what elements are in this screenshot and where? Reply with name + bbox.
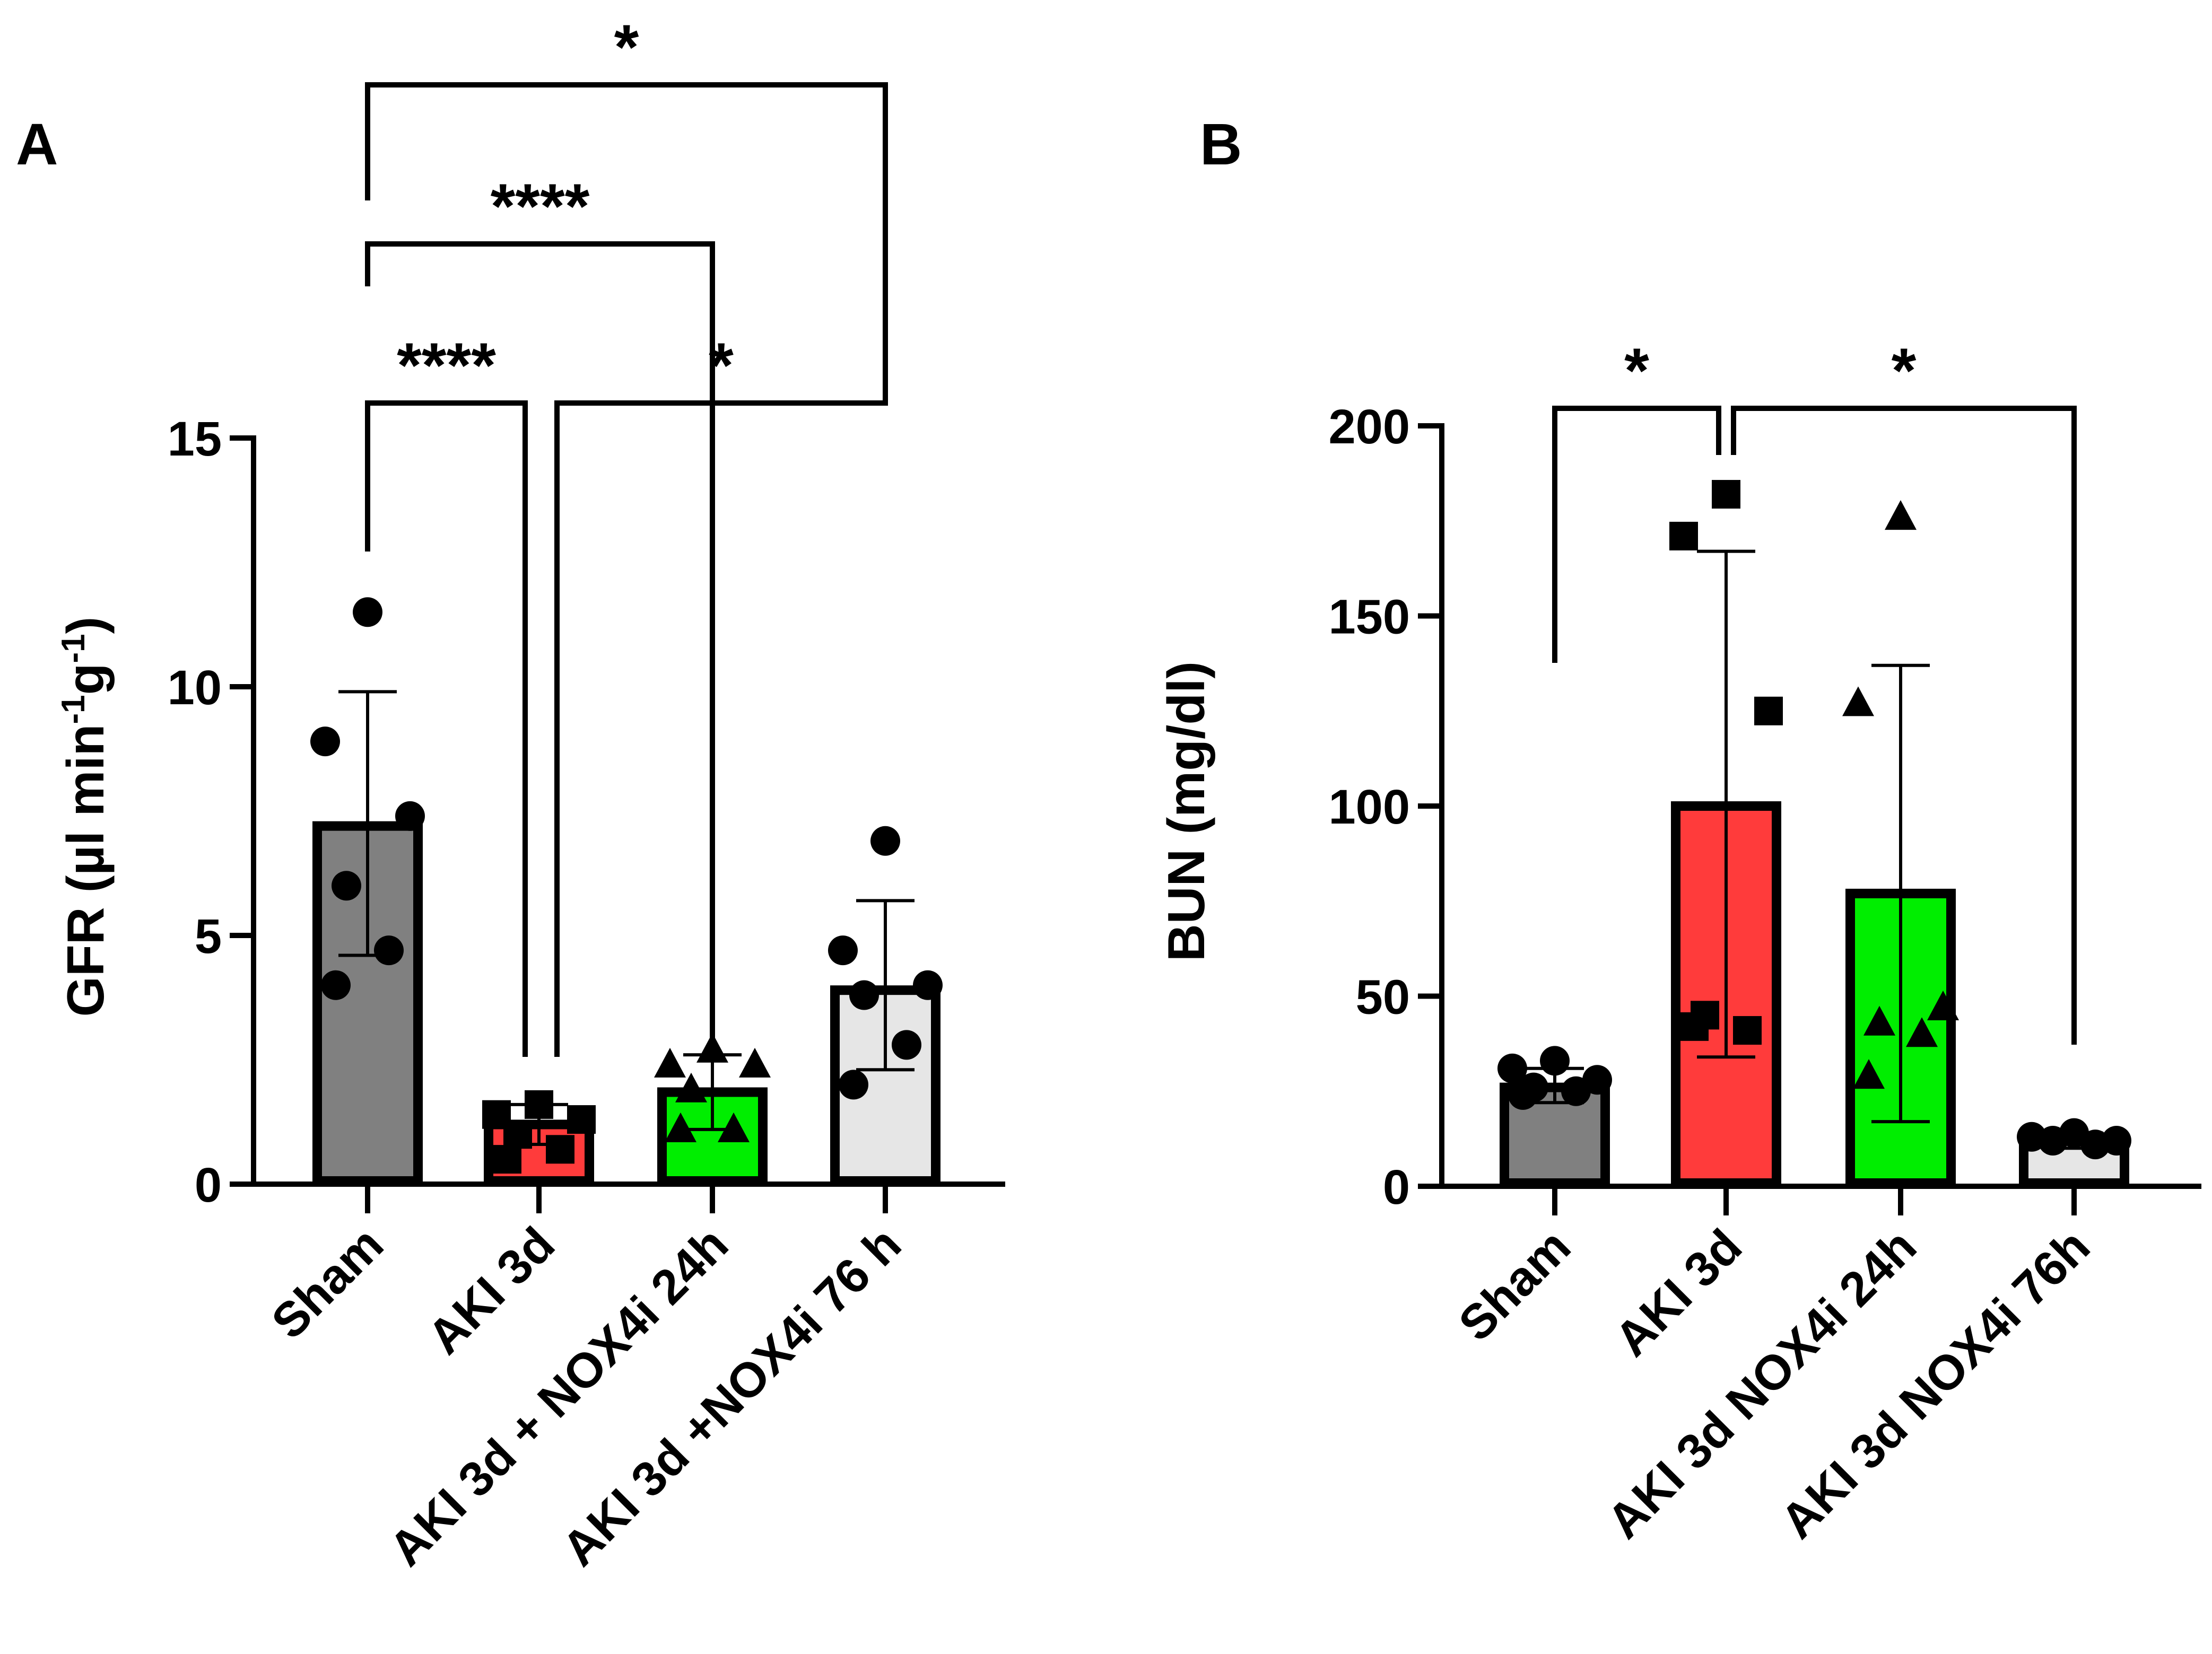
data-point-2-0 <box>696 1032 728 1063</box>
significance-label-1: **** <box>491 171 590 242</box>
data-point-0-1 <box>310 727 340 757</box>
data-point-1-3 <box>503 1120 532 1149</box>
significance-label-0: * <box>614 12 639 83</box>
data-point-2-2 <box>1927 991 1959 1021</box>
significance-bracket-0 <box>1552 406 1721 663</box>
data-point-1-4 <box>546 1135 574 1164</box>
data-point-3-4 <box>892 1030 921 1060</box>
data-point-0-0 <box>353 597 382 627</box>
y-tick-label-3: 150 <box>1329 590 1410 644</box>
data-point-0-3 <box>332 871 361 901</box>
data-point-2-4 <box>1906 1017 1938 1047</box>
data-point-1-1 <box>1669 521 1698 550</box>
data-point-2-2 <box>739 1047 771 1078</box>
data-point-1-0 <box>525 1090 553 1119</box>
y-tick-label-0: 0 <box>195 1158 222 1212</box>
y-axis-label-a: GFR (µl min-1g-1) <box>55 617 115 1017</box>
y-axis-label-b: BUN (mg/dl) <box>1157 661 1215 961</box>
data-point-2-4 <box>718 1112 750 1142</box>
significance-bracket-2 <box>365 400 528 1057</box>
data-point-1-2 <box>1754 696 1783 725</box>
significance-label-1: * <box>1892 335 1917 406</box>
y-tick-label-1: 5 <box>195 909 222 964</box>
data-point-2-1 <box>1842 686 1874 716</box>
data-point-0-4 <box>374 935 404 966</box>
significance-bracket-1 <box>1731 406 2077 1045</box>
data-point-2-0 <box>1885 500 1917 530</box>
data-point-2-3 <box>1863 1005 1895 1036</box>
significance-bracket-0 <box>365 82 888 356</box>
data-point-0-1 <box>1497 1053 1527 1083</box>
panel-label-a: A <box>16 112 58 177</box>
data-point-3-1 <box>828 935 858 966</box>
significance-label-0: * <box>1624 335 1649 406</box>
data-point-1-2 <box>567 1105 596 1134</box>
y-tick-label-4: 200 <box>1329 400 1410 454</box>
y-tick-label-3: 15 <box>168 412 222 466</box>
data-point-3-5 <box>839 1070 868 1100</box>
data-point-3-3 <box>849 980 879 1010</box>
y-tick-label-0: 0 <box>1383 1160 1410 1214</box>
data-point-3-4 <box>2080 1130 2110 1160</box>
data-point-1-4 <box>1733 1016 1762 1045</box>
data-point-0-5 <box>321 970 351 1000</box>
data-point-1-5 <box>1680 1012 1709 1041</box>
data-point-2-3 <box>675 1072 707 1102</box>
data-point-2-5 <box>1853 1059 1885 1089</box>
data-point-0-4 <box>1561 1076 1591 1106</box>
significance-label-2: **** <box>397 330 496 401</box>
data-point-0-0 <box>1540 1046 1570 1076</box>
data-point-3-0 <box>870 826 900 856</box>
y-tick-label-2: 10 <box>168 661 222 715</box>
y-tick-label-2: 100 <box>1329 780 1410 834</box>
significance-bracket-3 <box>554 356 888 1057</box>
data-point-3-3 <box>2038 1125 2068 1156</box>
data-point-2-5 <box>665 1112 696 1142</box>
panel-label-b: B <box>1200 112 1242 177</box>
data-point-1-0 <box>1712 480 1740 509</box>
data-point-1-5 <box>493 1145 521 1174</box>
significance-label-3: * <box>709 330 734 401</box>
data-point-2-1 <box>654 1047 686 1078</box>
data-point-3-2 <box>913 970 943 1000</box>
data-point-0-2 <box>395 801 425 831</box>
significance-bracket-1 <box>365 241 715 1039</box>
y-tick-label-1: 50 <box>1356 970 1410 1025</box>
data-point-0-5 <box>1508 1080 1538 1110</box>
